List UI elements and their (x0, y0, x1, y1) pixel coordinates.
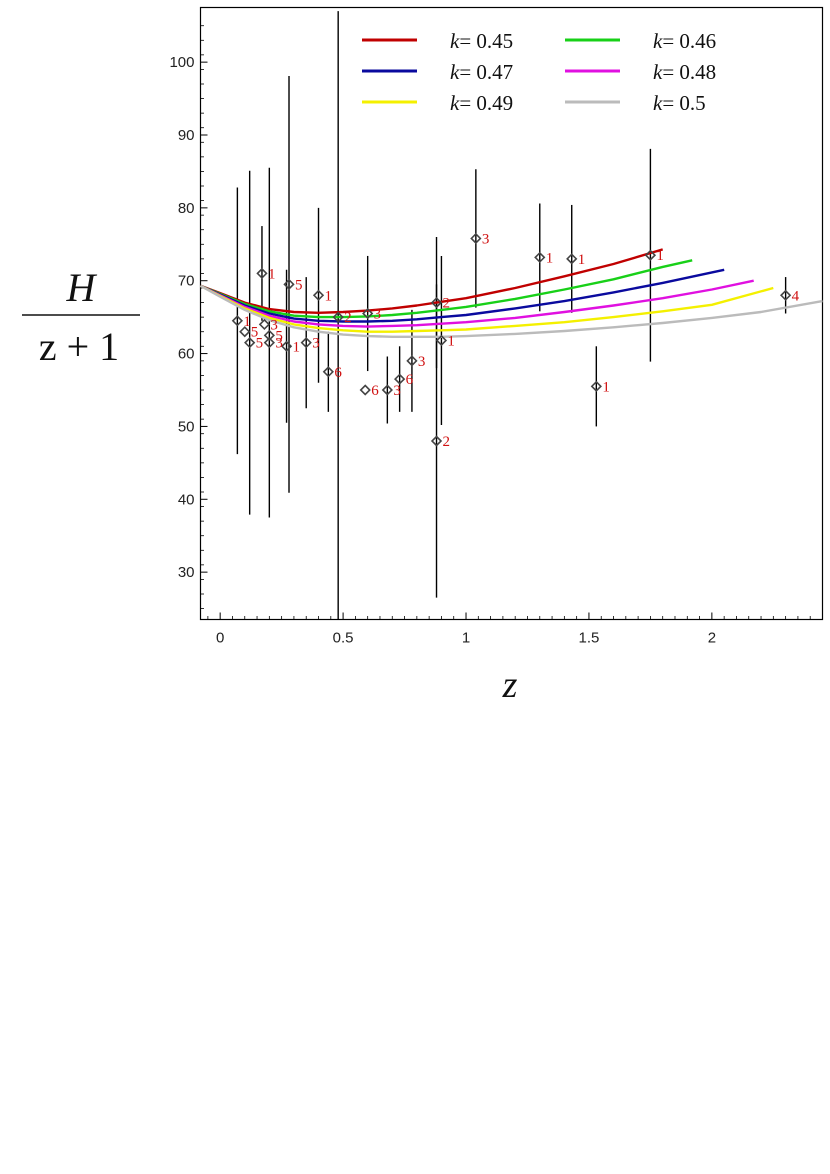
data-point-marker (312, 289, 325, 301)
data-point-label: 6 (406, 372, 414, 388)
data-point-label: 6 (371, 383, 379, 399)
data-point-label: 3 (270, 317, 278, 333)
data-point-marker (256, 267, 268, 280)
data-point-label: 1 (602, 379, 610, 395)
legend-entry: k= 0.47 (450, 60, 513, 84)
y-tick-labels: 30 40 50 60 70 80 90 100 (169, 54, 194, 581)
data-point-marker (644, 249, 657, 261)
curve-k-0.49 (199, 284, 774, 333)
data-point-marker (239, 326, 251, 338)
legend: k= 0.45 k= 0.46 k= 0.47 k= 0.48 k= 0.49 k= 0.… (362, 29, 716, 115)
data-point-label: 5 (295, 277, 303, 293)
data-point-marker (394, 373, 406, 385)
data-point-marker (300, 337, 312, 349)
y-tick-label: 40 (178, 491, 195, 508)
data-point-marker (263, 337, 275, 349)
data-point-label: 2 (443, 296, 451, 312)
data-point-label: 3 (275, 336, 283, 352)
curve-k-0.47 (200, 268, 725, 323)
data-point-label: 3 (482, 231, 490, 247)
data-point-label: 1 (325, 288, 333, 304)
data-point-marker (263, 329, 275, 341)
data-point-marker (283, 278, 295, 290)
legend-entry: k= 0.5 (653, 91, 706, 115)
data-point-marker (406, 355, 418, 367)
x-tick-label: 0 (216, 630, 224, 647)
data-point-marker (231, 315, 244, 327)
data-point-label: 1 (243, 314, 251, 330)
y-tick-label: 30 (178, 564, 195, 581)
data-point-marker (332, 311, 344, 323)
curve-k-0.46 (200, 259, 693, 319)
data-point-marker (362, 307, 374, 320)
data-point-label: 3 (374, 307, 382, 323)
data-point-marker (280, 340, 293, 352)
x-tick-label: 0.5 (333, 630, 354, 647)
data-point-label: 5 (251, 325, 259, 341)
data-point-marker (430, 435, 443, 447)
legend-entry: k= 0.45 (450, 29, 513, 53)
data-point-label: 1 (578, 252, 586, 268)
y-axis-title-numerator: H (66, 265, 98, 310)
data-point-marker (381, 384, 393, 396)
data-point-marker (258, 318, 271, 331)
x-axis-title: z (502, 664, 518, 706)
y-axis-title-denominator: z + 1 (39, 324, 119, 369)
data-point-label: 5 (256, 336, 264, 352)
legend-entry: k= 0.46 (653, 29, 716, 53)
x-tick-label: 1 (462, 630, 470, 647)
data-point-label: 1 (447, 333, 455, 349)
data-point-label: 6 (334, 365, 342, 381)
data-point-marker (322, 366, 334, 378)
data-point-marker (244, 337, 256, 349)
data-point-label: 3 (312, 336, 320, 352)
data-points (231, 232, 792, 447)
y-tick-label: 100 (169, 54, 194, 71)
data-point-label: 1 (293, 339, 301, 355)
axis-ticks (200, 25, 823, 620)
data-point-marker (359, 384, 371, 396)
data-point-marker (590, 380, 602, 392)
y-tick-label: 60 (178, 346, 195, 363)
data-point-label: 1 (546, 250, 554, 266)
model-curves (199, 248, 823, 338)
data-point-label: 3 (418, 354, 426, 370)
curve-k-0.45 (200, 248, 664, 314)
data-point-label: 1 (656, 248, 664, 264)
curve-k-0.5 (199, 284, 823, 338)
x-tick-labels: 0 0.5 1 1.5 2 (216, 630, 716, 647)
data-point-marker (779, 289, 792, 301)
x-tick-label: 1.5 (579, 630, 600, 647)
data-point-label: 2 (344, 310, 352, 326)
data-point-label: 1 (268, 266, 276, 282)
data-point-label: 2 (443, 434, 451, 450)
data-point-label: 5 (275, 328, 283, 344)
data-point-label: 3 (393, 383, 401, 399)
data-point-marker (430, 296, 443, 309)
data-point-marker (470, 232, 482, 245)
y-tick-label: 70 (178, 273, 195, 290)
curve-k-0.48 (199, 279, 754, 328)
legend-entry: k= 0.48 (653, 60, 716, 84)
y-tick-label: 50 (178, 418, 195, 435)
data-point-marker (534, 251, 546, 264)
y-tick-label: 80 (178, 200, 195, 217)
data-point-marker (435, 334, 448, 347)
data-point-marker (566, 253, 578, 265)
y-tick-label: 90 (178, 127, 195, 144)
x-tick-label: 2 (708, 630, 716, 647)
y-axis-title: H z + 1 (22, 265, 140, 369)
data-point-label: 4 (792, 288, 800, 304)
legend-entry: k= 0.49 (450, 91, 513, 115)
